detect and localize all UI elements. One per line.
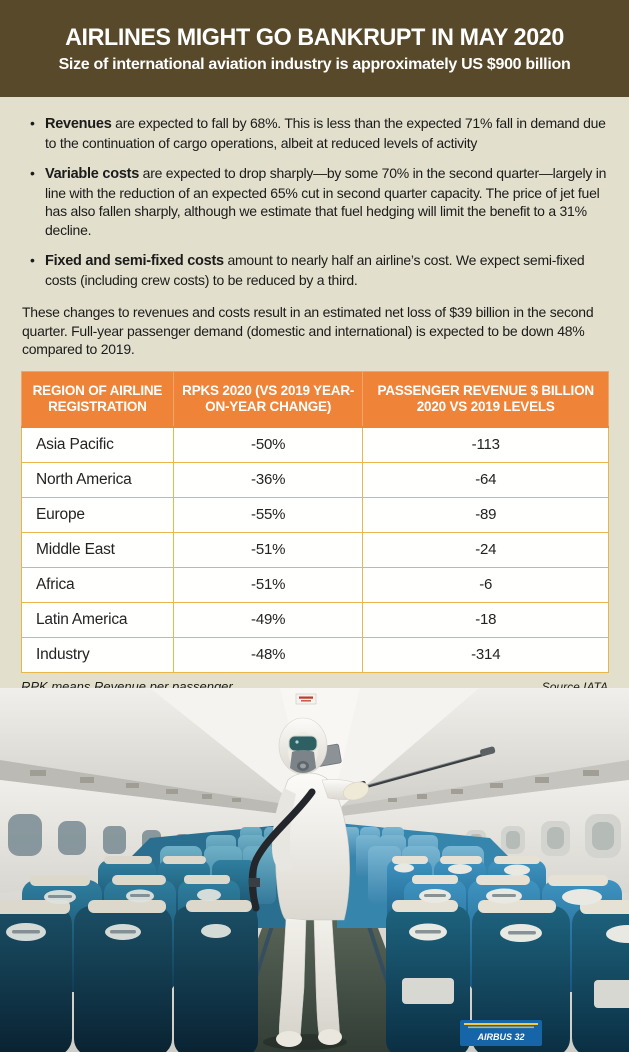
- spray-wand-highlight: [361, 752, 487, 788]
- spray-wand: [361, 752, 487, 790]
- cell-revenue: -314: [362, 636, 609, 673]
- bullet-lead: Fixed and semi-fixed costs: [45, 253, 224, 269]
- seat-card-label: AIRBUS 32: [476, 1032, 524, 1042]
- cell-rpks: -36%: [172, 461, 364, 498]
- mask-cartridge-center: [300, 763, 306, 769]
- cell-revenue: -18: [362, 601, 609, 638]
- cell-region: Asia Pacific: [21, 426, 174, 463]
- airbus-seat-card: AIRBUS 32: [460, 1020, 542, 1046]
- regions-table: REGION OF AIRLINE REGISTRATION RPKS 2020…: [21, 370, 609, 673]
- cabin-photo: AIRBUS 32: [0, 688, 629, 1052]
- boot-cover-left: [276, 1031, 302, 1047]
- suit-right-leg: [313, 919, 341, 1039]
- goggles-icon: [288, 735, 318, 752]
- cell-region: Industry: [21, 636, 174, 673]
- bullet-text: are expected to fall by 68%. This is les…: [45, 115, 606, 151]
- summary-paragraph: These changes to revenues and costs resu…: [22, 304, 594, 357]
- glove-icon: [343, 781, 369, 801]
- bullet-text: are expected to drop sharply—by some 70%…: [45, 165, 607, 238]
- bullet-icon: •: [30, 165, 35, 181]
- table-row: Asia Pacific -50% -113: [21, 426, 609, 463]
- cell-region: North America: [21, 461, 174, 498]
- cell-rpks: -48%: [172, 636, 364, 673]
- table-row: Europe -55% -89: [21, 496, 609, 533]
- bullet-fixed-costs: • Fixed and semi-fixed costs amount to ne…: [30, 251, 607, 289]
- suit-left-arm: [272, 788, 296, 872]
- bullet-list: • Revenues are expected to fall by 68%. T…: [0, 97, 629, 289]
- exit-sign: [295, 693, 317, 705]
- cabin-photo-svg: AIRBUS 32: [0, 688, 629, 1052]
- page-subtitle: Size of international aviation industry …: [58, 55, 571, 73]
- cell-rpks: -49%: [172, 601, 364, 638]
- header-banner: AIRLINES MIGHT GO BANKRUPT IN MAY 2020 S…: [0, 0, 629, 97]
- cell-revenue: -64: [362, 461, 609, 498]
- cell-region: Africa: [21, 566, 174, 603]
- table-row: Latin America -49% -18: [21, 601, 609, 638]
- cell-region: Latin America: [21, 601, 174, 638]
- worker-figure: [248, 717, 496, 1050]
- table-row: Middle East -51% -24: [21, 531, 609, 568]
- bullet-lead: Revenues: [45, 116, 112, 132]
- bullet-revenues: • Revenues are expected to fall by 68%. T…: [30, 114, 607, 152]
- cell-revenue: -24: [362, 531, 609, 568]
- cell-revenue: -89: [362, 496, 609, 533]
- col-header-region: REGION OF AIRLINE REGISTRATION: [21, 370, 174, 428]
- col-header-revenue: PASSENGER REVENUE $ BILLION 2020 VS 2019…: [362, 370, 609, 428]
- cell-region: Europe: [21, 496, 174, 533]
- sprayer-strap: [248, 788, 316, 912]
- cell-rpks: -51%: [172, 566, 364, 603]
- cell-rpks: -50%: [172, 426, 364, 463]
- table-row: Industry -48% -314: [21, 636, 609, 673]
- wand-nozzle: [480, 746, 496, 757]
- strap-buckle: [249, 878, 260, 887]
- cell-revenue: -6: [362, 566, 609, 603]
- bullet-icon: •: [30, 115, 35, 131]
- col-header-rpks: RPKS 2020 (VS 2019 YEAR-ON-YEAR CHANGE): [172, 370, 364, 428]
- bullet-variable-costs: • Variable costs are expected to drop sha…: [30, 164, 607, 239]
- goggles-glint: [295, 740, 299, 744]
- table-row: North America -36% -64: [21, 461, 609, 498]
- table-header-row: REGION OF AIRLINE REGISTRATION RPKS 2020…: [21, 370, 609, 428]
- overhead-bin-left: [0, 688, 298, 816]
- bullet-lead: Variable costs: [45, 166, 140, 182]
- table-row: Africa -51% -6: [21, 566, 609, 603]
- page-title: AIRLINES MIGHT GO BANKRUPT IN MAY 2020: [65, 23, 564, 51]
- cell-rpks: -51%: [172, 531, 364, 568]
- bullet-text: amount to nearly half an airline’s cost.…: [45, 252, 585, 288]
- bullet-icon: •: [30, 252, 35, 268]
- boot-cover-right: [318, 1029, 342, 1045]
- cell-revenue: -113: [362, 426, 609, 463]
- cell-region: Middle East: [21, 531, 174, 568]
- suit-left-leg: [278, 917, 307, 1041]
- overhead-bin-right: [342, 688, 629, 816]
- cell-rpks: -55%: [172, 496, 364, 533]
- seats-right: AIRBUS 32: [342, 827, 629, 1052]
